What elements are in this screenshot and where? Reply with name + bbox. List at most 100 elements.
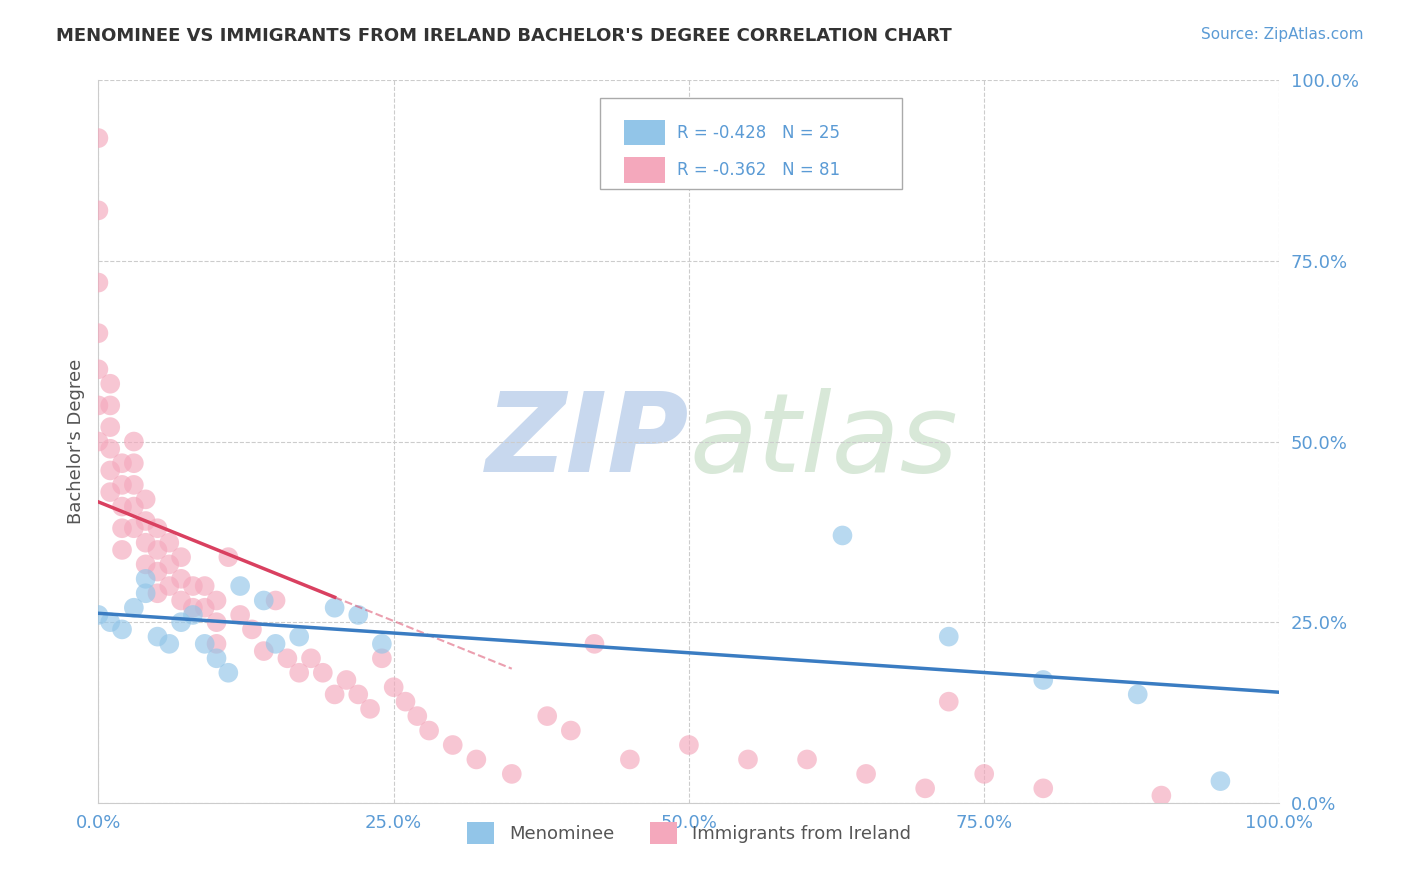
Point [146,586,169,600]
Point [371,637,394,651]
Point [87,607,110,622]
Point [122,478,145,492]
Text: R = -0.428   N = 25: R = -0.428 N = 25 [678,124,841,142]
Point [157,637,180,651]
Point [406,709,429,723]
Point [146,542,169,557]
Point [111,623,134,637]
Point [157,558,180,572]
Point [938,630,960,644]
Point [98,463,121,477]
Point [122,456,145,470]
Point [98,442,121,456]
Text: MENOMINEE VS IMMIGRANTS FROM IRELAND BACHELOR'S DEGREE CORRELATION CHART: MENOMINEE VS IMMIGRANTS FROM IRELAND BAC… [56,27,952,45]
Point [323,600,346,615]
Text: Source: ZipAtlas.com: Source: ZipAtlas.com [1201,27,1364,42]
Point [87,398,110,412]
Point [371,651,394,665]
Point [560,723,582,738]
Point [87,434,110,449]
Point [418,723,440,738]
Point [157,579,180,593]
Point [181,579,204,593]
Point [111,500,134,514]
Point [441,738,464,752]
Point [146,565,169,579]
Point [87,203,110,218]
Point [1126,687,1149,701]
Point [323,687,346,701]
Point [1209,774,1232,789]
Point [217,550,239,565]
Point [87,131,110,145]
Point [135,535,157,549]
Point [501,767,523,781]
Point [583,637,606,651]
Point [288,665,311,680]
Point [194,637,217,651]
Point [299,651,322,665]
Point [288,630,311,644]
Point [98,420,121,434]
Point [359,702,381,716]
FancyBboxPatch shape [624,158,665,183]
Y-axis label: Bachelor's Degree: Bachelor's Degree [66,359,84,524]
Point [135,514,157,528]
Point [170,593,193,607]
Point [135,572,157,586]
Point [122,434,145,449]
Point [87,362,110,376]
Point [914,781,936,796]
Point [229,579,252,593]
Point [465,752,488,766]
Point [973,767,995,781]
Point [146,521,169,535]
Point [111,542,134,557]
Point [194,600,217,615]
Point [264,593,287,607]
Point [796,752,818,766]
Point [536,709,558,723]
Point [347,687,370,701]
Text: R = -0.362   N = 81: R = -0.362 N = 81 [678,161,841,179]
Point [170,572,193,586]
Point [678,738,700,752]
Point [122,600,145,615]
Point [229,607,252,622]
Point [205,593,228,607]
Point [240,623,263,637]
Point [111,456,134,470]
Legend: Menominee, Immigrants from Ireland: Menominee, Immigrants from Ireland [460,815,918,852]
Point [855,767,877,781]
Point [135,492,157,507]
Point [347,607,370,622]
Point [181,600,204,615]
Point [87,326,110,340]
Point [111,478,134,492]
Point [181,607,204,622]
Point [98,376,121,391]
Point [394,695,416,709]
Point [335,673,357,687]
Point [170,550,193,565]
FancyBboxPatch shape [624,120,665,145]
Point [194,579,217,593]
Point [170,615,193,630]
Point [1032,673,1054,687]
Point [205,651,228,665]
Point [264,637,287,651]
Point [253,593,276,607]
Point [312,665,335,680]
Point [98,485,121,500]
Point [205,637,228,651]
Point [1150,789,1173,803]
Point [1032,781,1054,796]
Point [217,665,239,680]
Point [831,528,853,542]
Point [205,615,228,630]
Point [619,752,641,766]
Point [98,398,121,412]
Point [382,680,405,694]
Point [135,586,157,600]
Point [87,276,110,290]
